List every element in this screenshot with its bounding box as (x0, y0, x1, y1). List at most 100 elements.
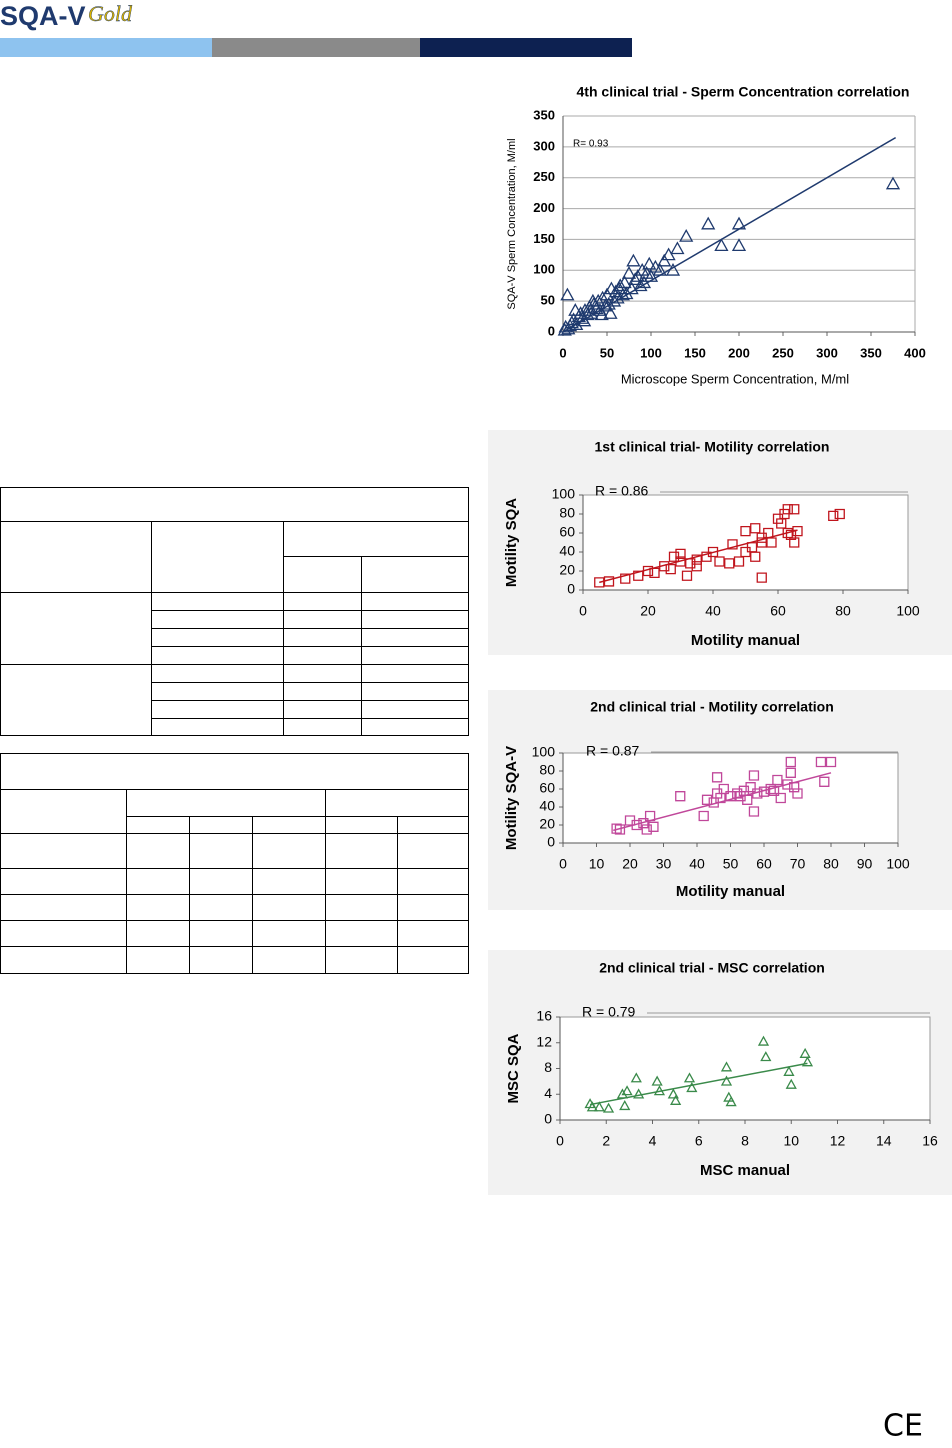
x-tick-label: 60 (756, 856, 772, 872)
header-bar (212, 38, 420, 57)
x-axis-label: MSC manual (700, 1162, 790, 1179)
x-tick-label: 2 (602, 1133, 610, 1149)
y-tick-label: 20 (559, 562, 575, 578)
data-point (670, 1094, 682, 1105)
data-point (686, 1081, 698, 1093)
y-tick-label: 20 (539, 816, 555, 832)
y-tick-label: 350 (533, 107, 555, 122)
data-point (698, 810, 709, 822)
data-point (594, 307, 609, 321)
data-point (760, 1051, 772, 1062)
data-point (659, 561, 670, 572)
annotation: R = 0.86 (595, 483, 649, 499)
data-point (621, 266, 637, 279)
data-point (683, 1072, 696, 1083)
data-point (617, 275, 632, 289)
x-tick-label: 30 (656, 856, 672, 872)
ce-mark: CE (883, 1409, 923, 1444)
x-tick-label: 300 (816, 345, 838, 360)
data-point (732, 788, 743, 799)
x-tick-label: 4 (649, 1133, 657, 1149)
table (0, 753, 469, 974)
data-point (714, 238, 729, 252)
data-point (648, 821, 659, 832)
data-point (750, 551, 761, 562)
y-tick-label: 40 (539, 798, 555, 814)
y-axis-label: Motility SQA (503, 498, 520, 587)
data-point (758, 786, 770, 797)
data-point (757, 1035, 770, 1046)
y-tick-label: 4 (544, 1085, 552, 1101)
data-point (614, 824, 626, 835)
data-point (775, 792, 786, 804)
y-tick-label: 100 (532, 744, 556, 760)
data-point (633, 1088, 645, 1099)
data-point (789, 504, 800, 515)
x-tick-label: 10 (783, 1133, 799, 1149)
data-point (731, 238, 747, 252)
y-tick-label: 200 (533, 200, 555, 215)
y-tick-label: 12 (536, 1033, 552, 1049)
data-point (675, 548, 686, 560)
x-tick-label: 80 (835, 603, 851, 619)
data-point (819, 776, 830, 787)
data-point (711, 788, 723, 799)
data-point (661, 247, 676, 261)
data-point (691, 561, 702, 572)
x-tick-label: 0 (556, 1133, 564, 1149)
y-tick-label: 40 (559, 543, 575, 559)
x-tick-label: 50 (600, 345, 614, 360)
logo-script: Gold (88, 1, 133, 26)
data-point (630, 1072, 642, 1083)
x-tick-label: 90 (857, 856, 873, 872)
data-point (603, 306, 618, 319)
data-point (631, 819, 642, 831)
trendline (599, 529, 798, 584)
data-point (577, 313, 592, 327)
x-tick-label: 10 (589, 856, 605, 872)
y-tick-label: 0 (548, 323, 555, 338)
data-point (621, 1085, 633, 1096)
x-tick-label: 400 (904, 345, 926, 360)
plot-area (582, 494, 909, 591)
chart-title: 4th clinical trial - Sperm Concentration… (577, 84, 910, 100)
y-axis-label: MSC SQA (505, 1033, 522, 1103)
trendline (562, 136, 897, 333)
chart-title: 2nd clinical trial - MSC correlation (599, 960, 825, 976)
data-point (615, 287, 630, 301)
y-tick-label: 150 (533, 231, 555, 246)
x-tick-label: 60 (770, 603, 786, 619)
data-point (885, 176, 901, 190)
data-point (714, 556, 725, 567)
plot-area (562, 752, 899, 844)
y-tick-label: 80 (539, 762, 555, 778)
data-point (619, 1100, 631, 1111)
data-point (638, 818, 649, 829)
x-tick-label: 6 (695, 1133, 703, 1149)
x-axis-label: Motility manual (676, 883, 785, 900)
data-point (630, 269, 645, 282)
data-point (582, 299, 597, 313)
y-tick-label: 300 (533, 138, 555, 153)
data-point (718, 783, 729, 795)
x-tick-label: 20 (622, 856, 638, 872)
x-tick-label: 100 (640, 345, 662, 360)
x-tick-label: 80 (823, 856, 839, 872)
x-tick-label: 16 (922, 1133, 938, 1149)
x-tick-label: 250 (772, 345, 794, 360)
data-point (657, 253, 672, 267)
x-tick-label: 8 (741, 1133, 749, 1149)
data-point (785, 1078, 797, 1089)
x-tick-label: 0 (559, 345, 566, 360)
logo: SQA-V (0, 1, 86, 31)
data-point (599, 287, 615, 301)
data-point (561, 321, 576, 335)
data-point (779, 508, 790, 520)
data-point (720, 1075, 733, 1086)
data-point (745, 782, 756, 793)
data-point (595, 290, 610, 304)
y-tick-label: 60 (559, 524, 575, 540)
y-tick-label: 0 (567, 581, 575, 597)
data-point (772, 774, 783, 786)
